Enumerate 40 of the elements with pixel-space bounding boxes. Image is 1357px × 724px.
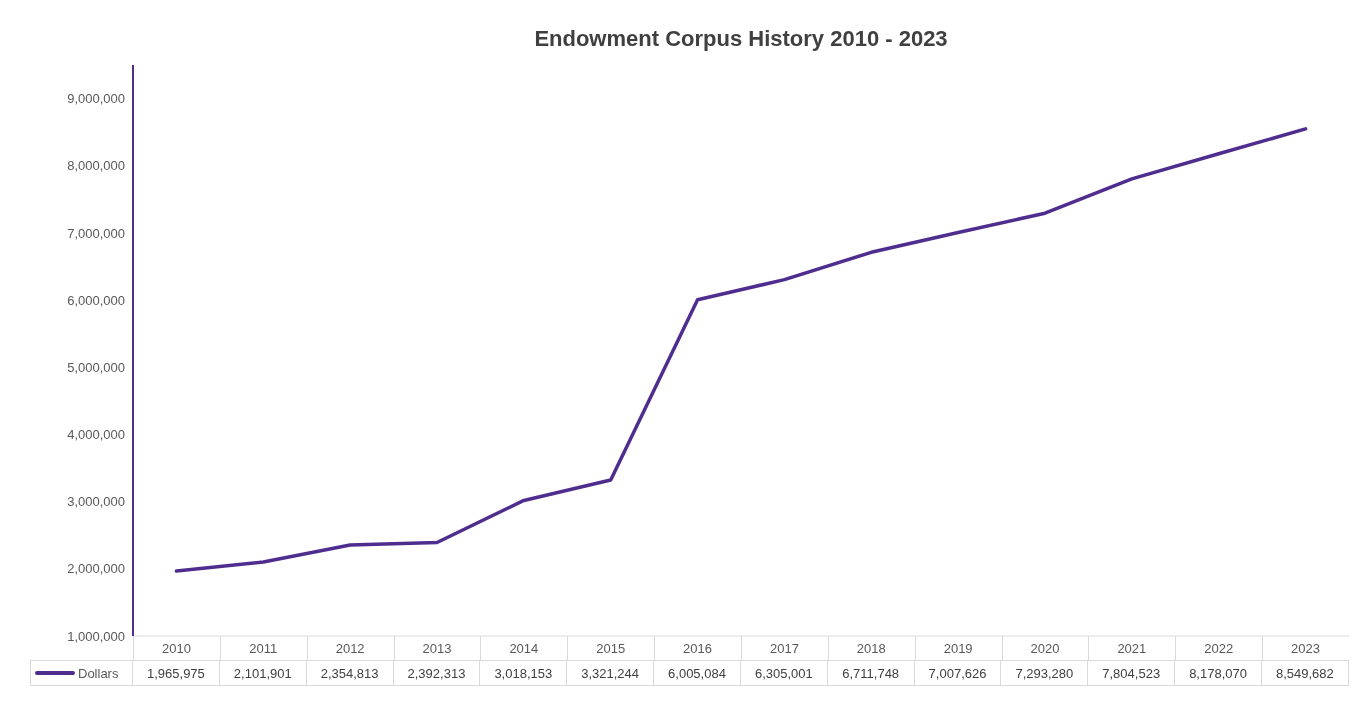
y-tick-label: 1,000,000	[67, 628, 125, 644]
y-tick-label: 5,000,000	[67, 359, 125, 375]
data-label: 7,007,626	[914, 660, 1002, 686]
y-tick-label: 6,000,000	[67, 292, 125, 308]
x-tick-label: 2021	[1117, 641, 1147, 657]
legend-label: Dollars	[78, 665, 119, 681]
data-label: 6,005,084	[654, 660, 741, 686]
y-tick-label: 9,000,000	[67, 91, 125, 107]
x-tick-label: 2011	[249, 641, 278, 657]
x-tick-label: 2023	[1291, 641, 1321, 657]
x-tick-label: 2013	[422, 641, 452, 657]
data-label: 6,305,001	[740, 660, 828, 686]
x-tick-label: 2020	[1030, 641, 1060, 657]
y-tick-label: 8,000,000	[67, 158, 125, 174]
data-label: 2,354,813	[306, 660, 394, 686]
data-label: 2,101,901	[219, 660, 307, 686]
data-label: 3,321,244	[567, 660, 655, 686]
chart-title: Endowment Corpus History 2010 - 2023	[533, 26, 949, 52]
x-tick-label: 2012	[335, 641, 365, 657]
data-label: 8,549,682	[1261, 660, 1349, 686]
data-label: 6,711,748	[827, 660, 915, 686]
y-tick-label: 2,000,000	[67, 561, 125, 577]
y-tick-label: 4,000,000	[67, 427, 125, 443]
line-series	[174, 127, 1308, 573]
x-tick-label: 2017	[769, 641, 799, 657]
data-label: 7,293,280	[1001, 660, 1089, 686]
x-tick-label: 2022	[1204, 641, 1234, 657]
data-label: 7,804,523	[1088, 660, 1176, 686]
x-tick-label: 2014	[509, 641, 539, 657]
x-tick-label: 2015	[596, 641, 626, 657]
data-label: 8,178,070	[1175, 660, 1262, 686]
y-tick-label: 7,000,000	[67, 225, 125, 241]
x-tick-label: 2019	[943, 641, 973, 657]
x-tick-label: 2010	[161, 641, 191, 657]
y-tick-label: 3,000,000	[67, 494, 125, 510]
x-tick-label: 2018	[856, 641, 886, 657]
data-label: 2,392,313	[393, 660, 481, 686]
data-label: 1,965,975	[133, 660, 220, 686]
data-label: 3,018,153	[480, 660, 568, 686]
x-tick-label: 2016	[683, 641, 713, 657]
